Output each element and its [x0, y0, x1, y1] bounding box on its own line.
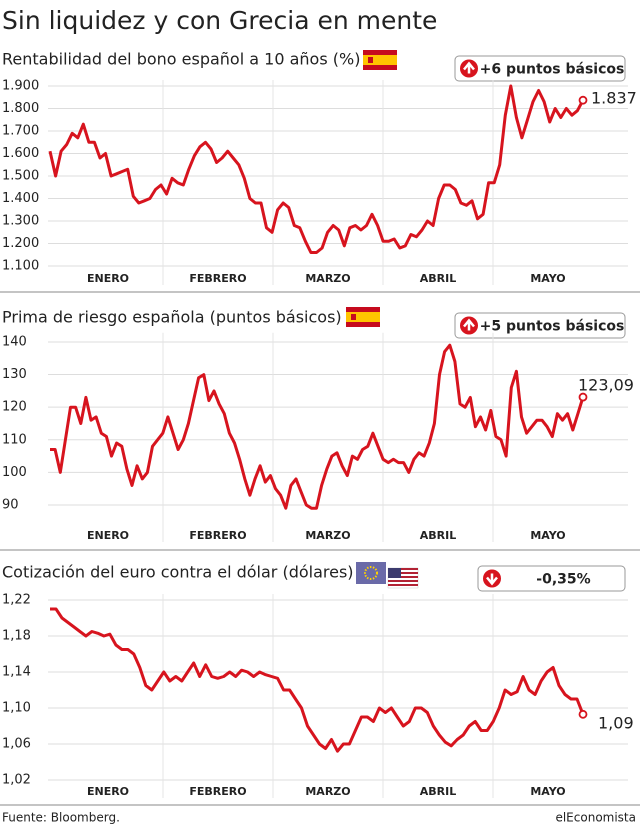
data-line: [50, 607, 585, 753]
month-label: MARZO: [305, 785, 350, 798]
end-marker: [578, 95, 588, 105]
y-tick-label: 120: [2, 400, 27, 415]
badge-arrow: [463, 61, 475, 74]
flag-eu: [356, 562, 386, 584]
y-tick-label: 1.200: [2, 236, 39, 251]
y-tick-label: 1.900: [2, 79, 39, 94]
y-tick-label: 110: [2, 432, 27, 447]
y-tick-label: 100: [2, 465, 27, 480]
flag-spain: [346, 307, 380, 327]
chart-subtitle: Cotización del euro contra el dólar (dól…: [2, 563, 354, 582]
data-line: [50, 343, 585, 510]
y-tick-label: 140: [2, 334, 27, 349]
month-label: MAYO: [530, 272, 565, 285]
chart-subtitle: Prima de riesgo española (puntos básicos…: [2, 308, 342, 327]
title: Sin liquidez y con Grecia en mente: [2, 6, 437, 35]
y-tick-label: 1,10: [2, 701, 31, 716]
badge-box: [454, 312, 626, 339]
month-label: ABRIL: [420, 272, 456, 285]
end-label: 1.837: [591, 89, 637, 108]
month-label: ENERO: [87, 272, 129, 285]
y-tick-label: 1.700: [2, 124, 39, 139]
month-label: MARZO: [305, 272, 350, 285]
flag-us: [387, 567, 419, 589]
y-tick-label: 1.800: [2, 101, 39, 116]
brand: elEconomista: [555, 811, 636, 825]
y-tick-label: 1.400: [2, 191, 39, 206]
flag-spain: [363, 50, 397, 70]
y-tick-label: 1.600: [2, 146, 39, 161]
badge-arrow: [463, 318, 475, 331]
badge-box: [477, 565, 626, 592]
y-tick-label: 1,14: [2, 665, 31, 680]
chart-subtitle: Rentabilidad del bono español a 10 años …: [2, 50, 360, 69]
y-tick-label: 90: [2, 497, 19, 512]
badge-text: +5 puntos básicos: [480, 319, 625, 335]
badge-text: +6 puntos básicos: [480, 62, 625, 78]
month-label: ENERO: [87, 529, 129, 542]
y-tick-label: 1,06: [2, 737, 31, 752]
end-marker: [578, 392, 588, 402]
y-tick-label: 1.300: [2, 214, 39, 229]
source: Fuente: Bloomberg.: [2, 811, 120, 825]
end-marker: [578, 709, 588, 719]
month-label: ENERO: [87, 785, 129, 798]
month-label: ABRIL: [420, 529, 456, 542]
y-tick-label: 1,18: [2, 629, 31, 644]
y-tick-label: 1.500: [2, 169, 39, 184]
y-tick-label: 1,22: [2, 593, 31, 608]
month-label: FEBRERO: [189, 785, 246, 798]
month-label: FEBRERO: [189, 272, 246, 285]
badge-box: [454, 55, 626, 82]
y-tick-label: 1.100: [2, 259, 39, 274]
y-tick-label: 1,02: [2, 773, 31, 788]
badge-text: -0,35%: [536, 572, 590, 588]
month-label: ABRIL: [420, 785, 456, 798]
y-tick-label: 130: [2, 367, 27, 382]
month-label: MARZO: [305, 529, 350, 542]
badge-arrow: [486, 573, 498, 586]
data-line: [48, 84, 585, 254]
month-label: MAYO: [530, 529, 565, 542]
month-label: FEBRERO: [189, 529, 246, 542]
end-label: 123,09: [578, 376, 634, 395]
month-label: MAYO: [530, 785, 565, 798]
end-label: 1,09: [598, 714, 634, 733]
